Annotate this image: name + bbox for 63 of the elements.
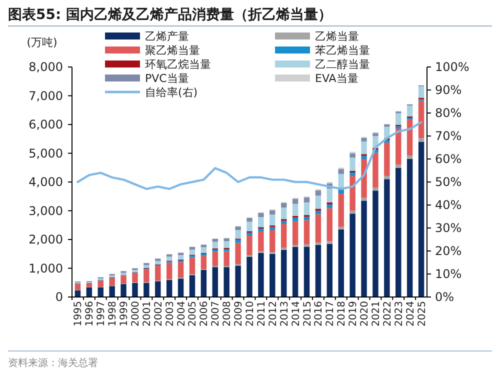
x-tick-label: 1999 bbox=[119, 301, 130, 326]
x-tick-label: 2018 bbox=[336, 301, 348, 326]
y2-tick-label: 70% bbox=[435, 129, 462, 143]
x-tick-label: 1995 bbox=[73, 301, 84, 326]
x-tick-label: 2009 bbox=[234, 301, 245, 326]
x-tick-label: 2019 bbox=[348, 301, 360, 326]
x-tick-label: 2020 bbox=[360, 301, 371, 326]
x-tick-label: 2004 bbox=[176, 301, 188, 326]
y2-tick-label: 90% bbox=[435, 83, 462, 97]
y2-tick-label: 40% bbox=[435, 198, 462, 212]
y-tick-label: 5,000 bbox=[28, 146, 63, 160]
y2-tick-label: 60% bbox=[435, 152, 462, 166]
y-tick-label: 6,000 bbox=[28, 118, 63, 132]
x-tick-label: 2023 bbox=[394, 301, 405, 326]
x-tick-label: 2006 bbox=[199, 301, 210, 326]
y-tick-label: 7,000 bbox=[28, 88, 63, 103]
x-tick-label: 2013 bbox=[279, 301, 290, 326]
y-axis-title: (万吨) bbox=[26, 36, 58, 49]
x-tick-label: 2016 bbox=[314, 301, 325, 326]
x-tick-label: 2001 bbox=[142, 301, 153, 326]
legend-label: 自给率(右) bbox=[145, 86, 198, 99]
legend-label: 乙烯产量 bbox=[145, 30, 189, 43]
x-tick-label: 2024 bbox=[405, 301, 416, 326]
y2-tick-label: 30% bbox=[435, 221, 462, 235]
chart-title: 图表55: 国内乙烯及乙烯产品消费量（折乙烯当量） bbox=[8, 6, 332, 23]
y2-tick-label: 50% bbox=[435, 175, 462, 189]
y-tick-label: 3,000 bbox=[28, 204, 63, 218]
x-tick-label: 1996 bbox=[84, 301, 96, 326]
text: 资料来源：海关总署 bbox=[8, 357, 98, 369]
y2-tick-label: 0% bbox=[435, 290, 454, 304]
x-tick-label: 1997 bbox=[96, 301, 108, 326]
x-tick-label: 2011 bbox=[256, 301, 268, 326]
y2-tick-label: 80% bbox=[435, 106, 462, 120]
x-tick-label: 2003 bbox=[164, 301, 176, 326]
x-tick-label: 2022 bbox=[382, 301, 394, 326]
x-tick-label: 2000 bbox=[130, 301, 142, 326]
y-tick-label: 2,000 bbox=[28, 232, 63, 246]
x-tick-label: 2007 bbox=[210, 301, 222, 326]
x-tick-label: 1998 bbox=[108, 301, 119, 326]
x-tick-label: 2010 bbox=[245, 301, 256, 326]
legend-label: EVA当量 bbox=[315, 72, 358, 85]
x-tick-label: 2017 bbox=[325, 301, 336, 326]
legend-label: 聚乙烯当量 bbox=[145, 44, 200, 57]
y2-tick-label: 20% bbox=[435, 244, 462, 258]
x-tick-label: 2025 bbox=[416, 301, 428, 326]
y-tick-label: 4,000 bbox=[28, 175, 63, 189]
x-tick-label: 2014 bbox=[290, 301, 302, 326]
legend-label: 乙烯当量 bbox=[315, 30, 359, 43]
legend-label: PVC当量 bbox=[145, 72, 189, 85]
y2-tick-label: 100% bbox=[435, 60, 470, 74]
y-tick-label: 8,000 bbox=[28, 60, 63, 74]
y-tick-label: 0 bbox=[55, 290, 63, 304]
y2-tick-label: 10% bbox=[435, 267, 462, 281]
legend-label: 环氧乙烷当量 bbox=[145, 58, 211, 71]
x-tick-label: 2002 bbox=[153, 301, 164, 326]
x-tick-label: 2021 bbox=[370, 301, 382, 326]
legend-label: 苯乙烯当量 bbox=[315, 44, 370, 57]
x-tick-label: 2012 bbox=[268, 301, 279, 326]
legend-label: 乙二醇当量 bbox=[315, 58, 370, 71]
x-tick-label: 2005 bbox=[188, 301, 199, 326]
y-tick-label: 1,000 bbox=[28, 261, 63, 276]
x-tick-label: 2008 bbox=[222, 301, 234, 326]
x-tick-label: 2015 bbox=[302, 301, 314, 326]
